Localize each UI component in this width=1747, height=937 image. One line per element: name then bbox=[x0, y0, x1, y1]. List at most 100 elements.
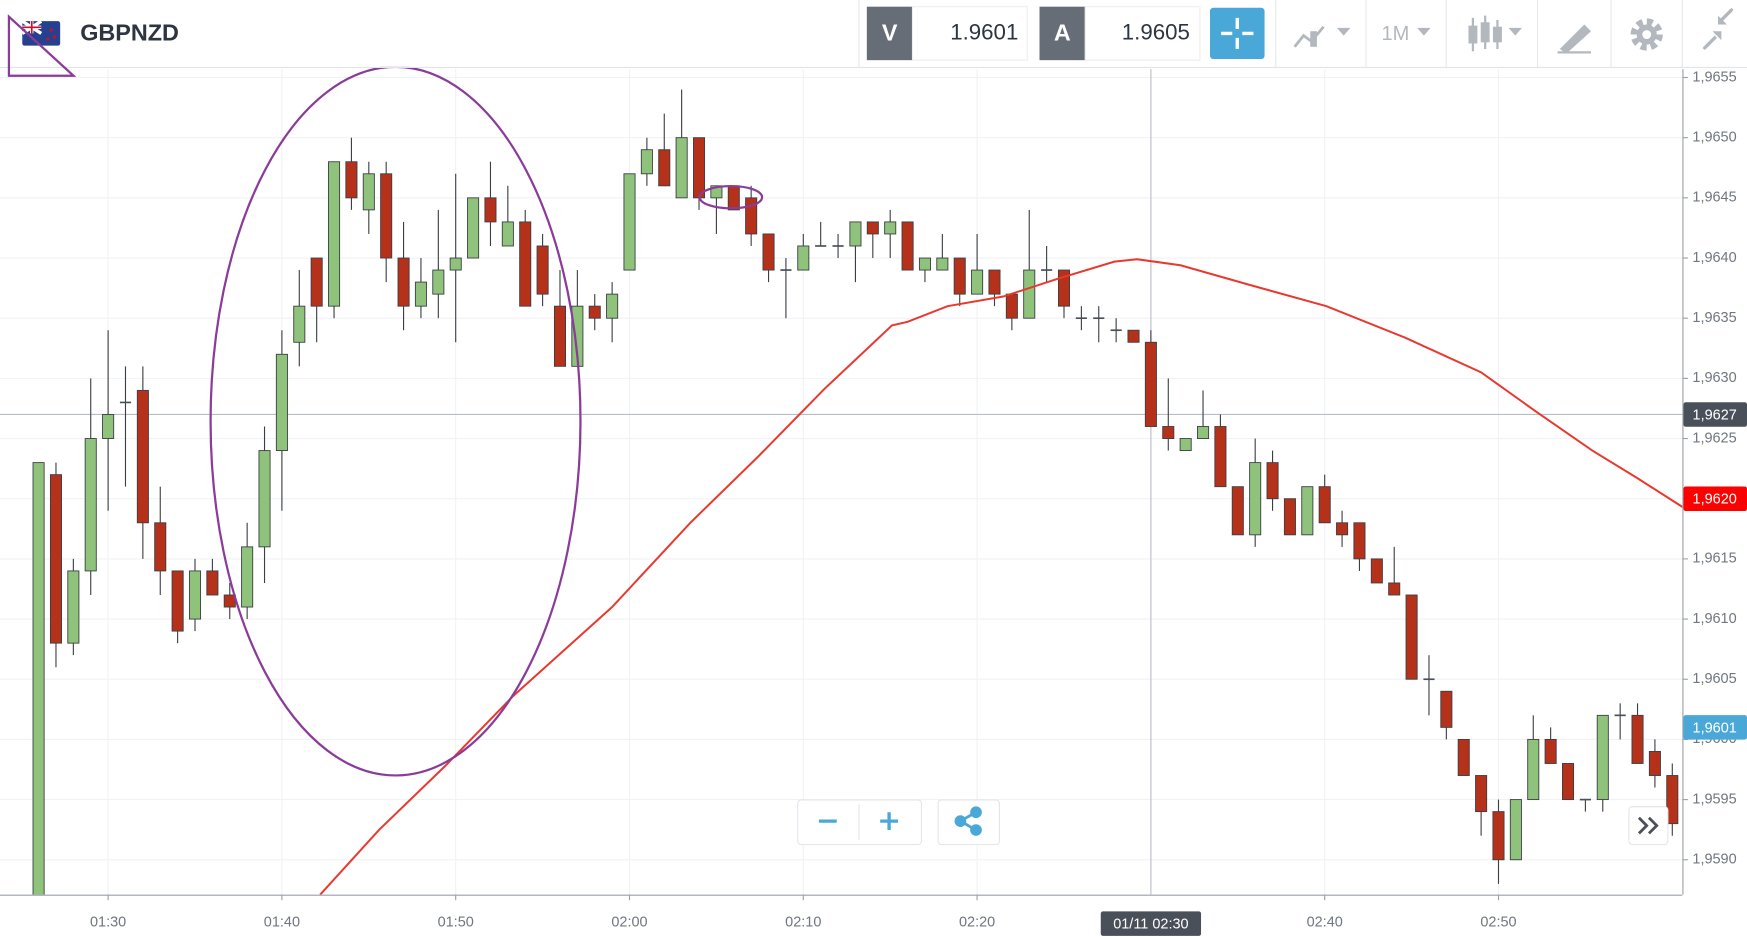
candle-body bbox=[1197, 426, 1210, 439]
y-tick-label: 1,9635 bbox=[1692, 310, 1736, 326]
buy-price-box[interactable] bbox=[1084, 6, 1201, 61]
buy-price[interactable]: 1.9605 bbox=[1122, 19, 1190, 44]
crosshair-x-label-bg bbox=[1100, 911, 1202, 936]
scroll-end-button[interactable] bbox=[1637, 816, 1659, 835]
x-tick-label: 01:30 bbox=[90, 914, 126, 930]
candle-body bbox=[693, 137, 706, 199]
y-tick-label: 1,9650 bbox=[1692, 130, 1736, 146]
candle-body bbox=[918, 257, 931, 271]
candle-body bbox=[536, 245, 549, 295]
candle-body bbox=[32, 462, 45, 895]
share-button[interactable] bbox=[954, 806, 982, 836]
candle-body bbox=[1127, 329, 1140, 343]
candle-body bbox=[328, 161, 341, 307]
candle-body bbox=[1596, 714, 1609, 801]
zoom-in-button[interactable] bbox=[880, 812, 899, 831]
candle-body bbox=[1544, 738, 1557, 764]
y-tick-label: 1,9645 bbox=[1692, 190, 1736, 206]
candle-body bbox=[449, 257, 462, 271]
candle-body bbox=[658, 149, 671, 187]
moving-average-line bbox=[319, 258, 1683, 895]
candle-body bbox=[988, 269, 1001, 295]
annotation-ellipse-small bbox=[698, 184, 764, 210]
candle-body bbox=[953, 257, 966, 295]
timeframe[interactable]: 1M bbox=[1382, 23, 1410, 45]
timeframe-caret[interactable] bbox=[1417, 27, 1431, 36]
candle-body bbox=[1648, 751, 1661, 776]
candle-body bbox=[1162, 426, 1175, 439]
price-tag-bg bbox=[1683, 486, 1747, 511]
candle-body bbox=[1440, 690, 1453, 728]
candle-body bbox=[223, 594, 236, 608]
candle-body bbox=[1231, 486, 1244, 536]
candle-style-button[interactable] bbox=[1468, 15, 1522, 52]
candle-body bbox=[484, 197, 497, 223]
x-tick-label: 01:50 bbox=[438, 914, 474, 930]
crosshair-y-label: 1,9627 bbox=[1693, 407, 1737, 423]
y-tick-label: 1,9605 bbox=[1692, 671, 1736, 687]
candle-body bbox=[745, 197, 758, 235]
plot-area bbox=[32, 89, 1683, 895]
candle-body bbox=[206, 570, 219, 596]
candle-body bbox=[1023, 269, 1036, 319]
annotation-triangle bbox=[7, 14, 77, 77]
sell-price[interactable]: 1.9601 bbox=[950, 19, 1018, 44]
candle-body bbox=[501, 221, 514, 247]
candle-body bbox=[901, 221, 914, 271]
candle-body bbox=[884, 221, 897, 235]
candle-body bbox=[1509, 799, 1522, 861]
share-box bbox=[937, 799, 1000, 846]
candle-body bbox=[1057, 269, 1071, 307]
candle-body bbox=[553, 305, 567, 367]
candle-body bbox=[1249, 462, 1262, 536]
y-tick-label: 1,9595 bbox=[1692, 791, 1736, 807]
symbol: GBPNZD bbox=[80, 20, 179, 46]
sell-price-box[interactable] bbox=[911, 6, 1028, 61]
sell-button[interactable] bbox=[866, 6, 913, 61]
candle-body bbox=[588, 305, 601, 319]
chart-type-button[interactable] bbox=[1293, 25, 1351, 48]
candle-body bbox=[1301, 486, 1314, 536]
candle-body bbox=[1144, 341, 1157, 427]
buy-label[interactable]: A bbox=[1054, 20, 1071, 46]
candle-body bbox=[849, 221, 862, 247]
candle-body bbox=[397, 257, 410, 307]
flag-icon bbox=[21, 19, 61, 46]
candle-body bbox=[241, 546, 254, 608]
draw-tool-button[interactable] bbox=[1557, 24, 1592, 54]
y-tick-label: 1,9615 bbox=[1692, 551, 1736, 567]
crosshair-button[interactable] bbox=[1209, 7, 1265, 60]
candle-body bbox=[1353, 522, 1366, 560]
crosshair-x-label: 01/11 02:30 bbox=[1113, 917, 1188, 933]
candle-body bbox=[171, 570, 184, 632]
candle-body bbox=[188, 570, 202, 620]
candle-body bbox=[866, 221, 879, 235]
candle-body bbox=[102, 414, 115, 439]
crosshair-y-label-bg bbox=[1683, 402, 1747, 427]
candle-body bbox=[640, 149, 653, 175]
candle-body bbox=[136, 389, 149, 524]
x-tick-label: 02:50 bbox=[1480, 914, 1516, 930]
candle-body bbox=[1631, 714, 1644, 764]
candle-body bbox=[67, 570, 80, 644]
candle-body bbox=[1388, 582, 1401, 596]
candle-body bbox=[1283, 498, 1296, 536]
candle-body bbox=[1457, 738, 1470, 776]
candle-body bbox=[1318, 486, 1331, 524]
candle-body bbox=[797, 245, 810, 271]
candle-body bbox=[1666, 775, 1679, 825]
buy-button[interactable] bbox=[1039, 6, 1086, 61]
candle-body bbox=[362, 173, 375, 211]
sell-label[interactable]: V bbox=[882, 20, 898, 46]
y-tick-label: 1,9590 bbox=[1692, 852, 1736, 868]
candle-body bbox=[727, 185, 740, 211]
candle-body bbox=[275, 353, 288, 452]
toolbar: GBPNZD V 1.9601 A 1.9605 1M bbox=[0, 0, 1747, 77]
candle-body bbox=[1561, 763, 1575, 801]
candle-body bbox=[1336, 522, 1349, 536]
collapse-button[interactable] bbox=[1702, 7, 1734, 51]
price-tag: 1,9620 bbox=[1693, 492, 1737, 508]
candle-body bbox=[1214, 426, 1227, 488]
y-tick-label: 1,9610 bbox=[1692, 611, 1736, 627]
